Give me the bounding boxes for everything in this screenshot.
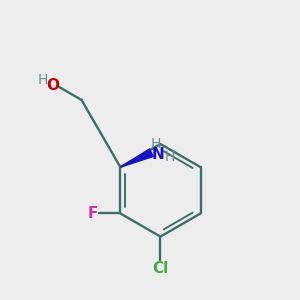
Text: H: H [38, 73, 48, 87]
Text: F: F [88, 206, 98, 221]
Text: H: H [164, 149, 175, 164]
Text: O: O [46, 77, 59, 92]
Text: H: H [151, 137, 161, 151]
Text: Cl: Cl [152, 261, 169, 276]
Text: N: N [152, 147, 164, 162]
Polygon shape [120, 149, 153, 167]
